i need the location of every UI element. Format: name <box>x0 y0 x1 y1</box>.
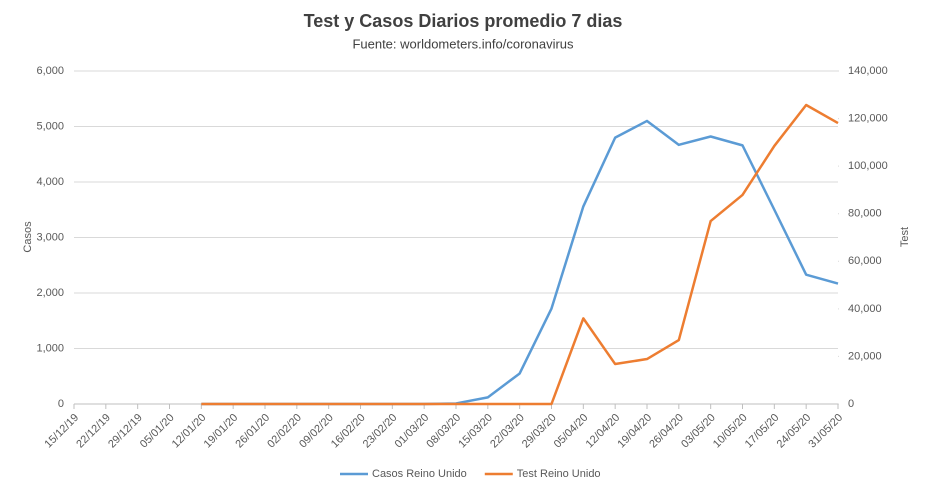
chart-subtitle: Fuente: worldometers.info/coronavirus <box>352 36 574 51</box>
x-tick-label: 05/04/20 <box>552 412 591 451</box>
x-tick-label: 12/04/20 <box>584 412 623 451</box>
y2-tick-label: 20,000 <box>848 350 882 362</box>
x-tick-label: 10/05/20 <box>711 412 750 451</box>
x-tick-label: 22/12/19 <box>74 412 113 451</box>
y2-tick-label: 0 <box>848 398 854 410</box>
y-tick-label: 0 <box>58 398 64 410</box>
x-tick-label: 01/03/20 <box>393 412 432 451</box>
x-tick-label: 17/05/20 <box>743 412 782 451</box>
y2-tick-label: 80,000 <box>848 208 882 220</box>
y-tick-label: 4,000 <box>36 176 64 188</box>
y2-axis-label: Test <box>899 227 911 247</box>
y2-tick-label: 100,000 <box>848 160 888 172</box>
x-tick-label: 24/05/20 <box>775 412 814 451</box>
x-tick-label: 29/03/20 <box>520 412 559 451</box>
y-tick-label: 5,000 <box>36 120 64 132</box>
x-tick-label: 26/01/20 <box>233 412 272 451</box>
x-tick-label: 23/02/20 <box>361 412 400 451</box>
x-tick-label: 29/12/19 <box>106 412 145 451</box>
x-tick-label: 31/05/20 <box>806 412 845 451</box>
y2-tick-label: 140,000 <box>848 65 888 77</box>
legend-label: Casos Reino Unido <box>372 468 467 480</box>
x-tick-label: 15/12/19 <box>42 412 81 451</box>
x-tick-label: 15/03/20 <box>456 412 495 451</box>
y-tick-label: 2,000 <box>36 287 64 299</box>
y2-tick-label: 40,000 <box>848 303 882 315</box>
x-tick-label: 22/03/20 <box>488 412 527 451</box>
x-tick-label: 19/01/20 <box>202 412 241 451</box>
y2-tick-label: 120,000 <box>848 112 888 124</box>
chart-title: Test y Casos Diarios promedio 7 dias <box>304 11 623 31</box>
x-tick-label: 09/02/20 <box>297 412 336 451</box>
x-tick-label: 16/02/20 <box>329 412 368 451</box>
series-line <box>201 103 839 406</box>
x-tick-label: 26/04/20 <box>647 412 686 451</box>
x-tick-label: 19/04/20 <box>615 412 654 451</box>
x-tick-label: 12/01/20 <box>170 412 209 451</box>
y-axis-label: Casos <box>22 221 34 253</box>
x-tick-label: 02/02/20 <box>265 412 304 451</box>
y-tick-label: 6,000 <box>36 65 64 77</box>
y2-tick-label: 60,000 <box>848 255 882 267</box>
y-tick-label: 3,000 <box>36 231 64 243</box>
series-line <box>201 119 839 406</box>
x-tick-label: 03/05/20 <box>679 412 718 451</box>
legend-label: Test Reino Unido <box>517 468 601 480</box>
x-tick-label: 08/03/20 <box>424 412 463 451</box>
y-tick-label: 1,000 <box>36 342 64 354</box>
x-tick-label: 05/01/20 <box>138 412 177 451</box>
